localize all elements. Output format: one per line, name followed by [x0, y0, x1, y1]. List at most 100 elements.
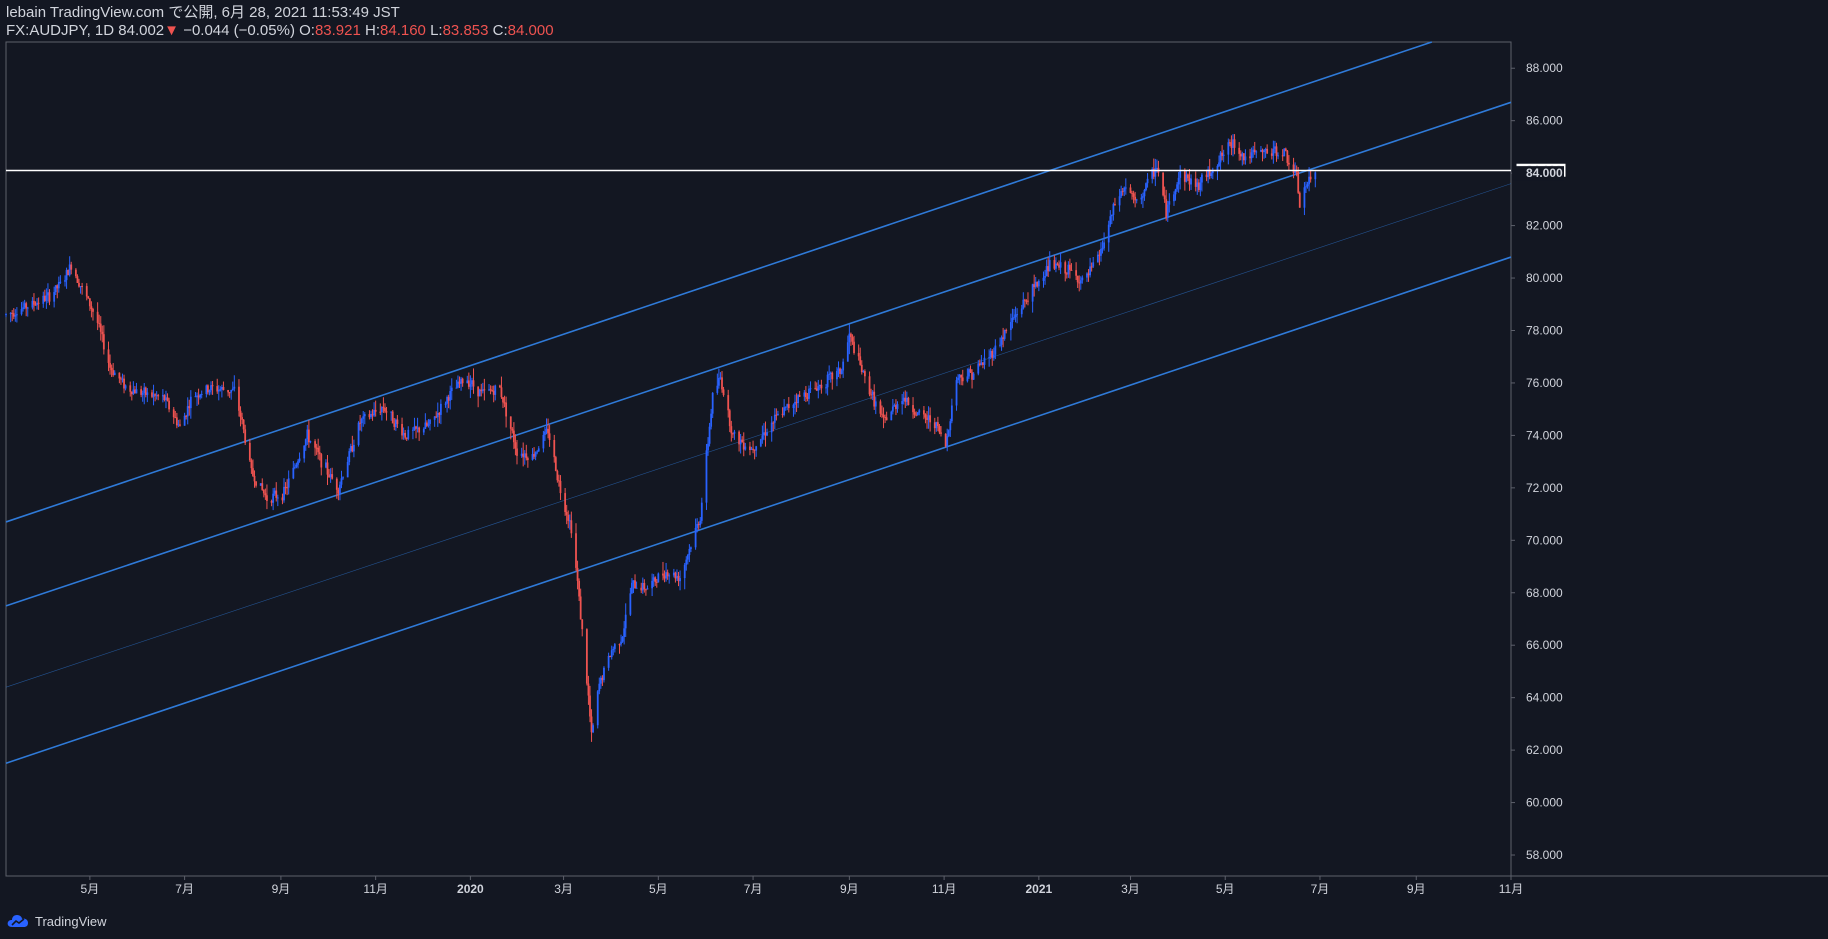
x-tick-label: 11月: [363, 882, 387, 896]
candle-body: [320, 454, 323, 468]
candle: [815, 382, 818, 391]
candle: [770, 416, 773, 442]
candle: [863, 369, 866, 384]
candle-body: [969, 369, 972, 373]
y-tick-label: 82.000: [1526, 219, 1563, 233]
candle-body: [415, 426, 417, 429]
candle: [57, 276, 60, 293]
candle-body: [665, 572, 667, 579]
candle: [946, 428, 949, 452]
candle: [916, 411, 919, 416]
candle-body: [679, 578, 681, 582]
candle-body: [565, 512, 568, 515]
candle-body: [750, 448, 753, 451]
candle-body: [447, 397, 450, 401]
candle-body: [879, 401, 882, 414]
price-change: −0.044 (−0.05%): [183, 22, 295, 39]
candle-body: [1232, 139, 1234, 148]
candle-body: [1096, 254, 1099, 263]
candle: [1075, 262, 1078, 280]
candle: [68, 256, 71, 277]
candle: [1221, 145, 1224, 161]
candle-body: [890, 411, 893, 421]
candle-body: [270, 501, 273, 503]
candle-body: [721, 377, 723, 390]
candle-body: [733, 431, 736, 434]
candle: [54, 285, 57, 296]
candle: [287, 470, 290, 495]
candle: [1025, 299, 1028, 305]
candle: [447, 394, 450, 409]
candle-body: [241, 417, 243, 420]
candle-body: [590, 716, 593, 733]
candle: [679, 570, 681, 591]
candle: [971, 369, 973, 389]
candle: [436, 402, 439, 427]
candle: [544, 427, 546, 441]
candle: [559, 475, 562, 500]
candle-body: [685, 559, 688, 565]
candle-body: [826, 374, 829, 388]
candle: [90, 301, 93, 318]
candle: [151, 389, 153, 399]
time-axis[interactable]: 5月 7月 9月 11月 2020 3月 5月 7月 9月 11月 2021 3月 5月 7月 9月 11月: [81, 876, 1524, 896]
candle: [47, 283, 49, 304]
candle: [1190, 174, 1192, 190]
candle: [36, 298, 38, 310]
symbol-interval[interactable]: FX:AUDJPY, 1D: [6, 22, 115, 39]
x-tick-label: 2021: [1025, 882, 1052, 896]
candle-body: [567, 514, 570, 521]
candle-body: [1143, 189, 1146, 197]
candle-body: [1098, 254, 1101, 256]
candle-body: [1253, 149, 1256, 152]
channel-lines[interactable]: [5, 41, 1512, 764]
candle-body: [1284, 148, 1287, 151]
candle: [303, 445, 306, 463]
candle-body: [731, 433, 734, 435]
candle-body: [444, 403, 447, 405]
candle-body: [1109, 216, 1112, 225]
candle-body: [373, 409, 375, 416]
candle: [607, 652, 610, 671]
candle: [384, 403, 386, 414]
candle: [1260, 145, 1262, 153]
candle: [992, 347, 995, 361]
candle: [81, 282, 84, 295]
candle: [731, 432, 734, 439]
candle-body: [512, 430, 515, 443]
candle-body: [22, 307, 24, 310]
candle-body: [228, 392, 231, 394]
candle: [1076, 275, 1079, 289]
candle-body: [944, 433, 947, 447]
y-tick-label: 66.000: [1526, 638, 1563, 652]
candle-body: [641, 583, 644, 591]
candle: [31, 297, 34, 310]
candle: [781, 407, 784, 418]
candle-body: [325, 462, 327, 468]
candle-body: [466, 380, 469, 384]
candle-body: [787, 404, 790, 409]
candle-body: [185, 415, 188, 417]
candle: [870, 388, 873, 400]
candle-body: [1135, 199, 1138, 201]
candle: [76, 274, 79, 283]
candle-body: [1065, 273, 1068, 275]
candle-body: [81, 286, 84, 288]
candle: [107, 341, 110, 372]
candle: [466, 375, 469, 384]
x-tick-label: 9月: [840, 882, 859, 896]
candle-body: [183, 415, 186, 426]
candle: [694, 518, 697, 550]
candle-body: [1059, 262, 1062, 268]
candle-body: [1179, 170, 1182, 178]
candle-body: [961, 377, 964, 382]
candle-body: [362, 416, 365, 419]
candle: [295, 462, 298, 469]
candle: [705, 443, 708, 510]
candle-body: [1107, 224, 1110, 243]
candle-body: [458, 381, 461, 384]
candle: [1092, 256, 1095, 269]
price-axis[interactable]: 58.000 60.000 62.000 64.000 66.000 68.000 70.0…: [1511, 61, 1567, 862]
candle-body: [728, 410, 731, 427]
